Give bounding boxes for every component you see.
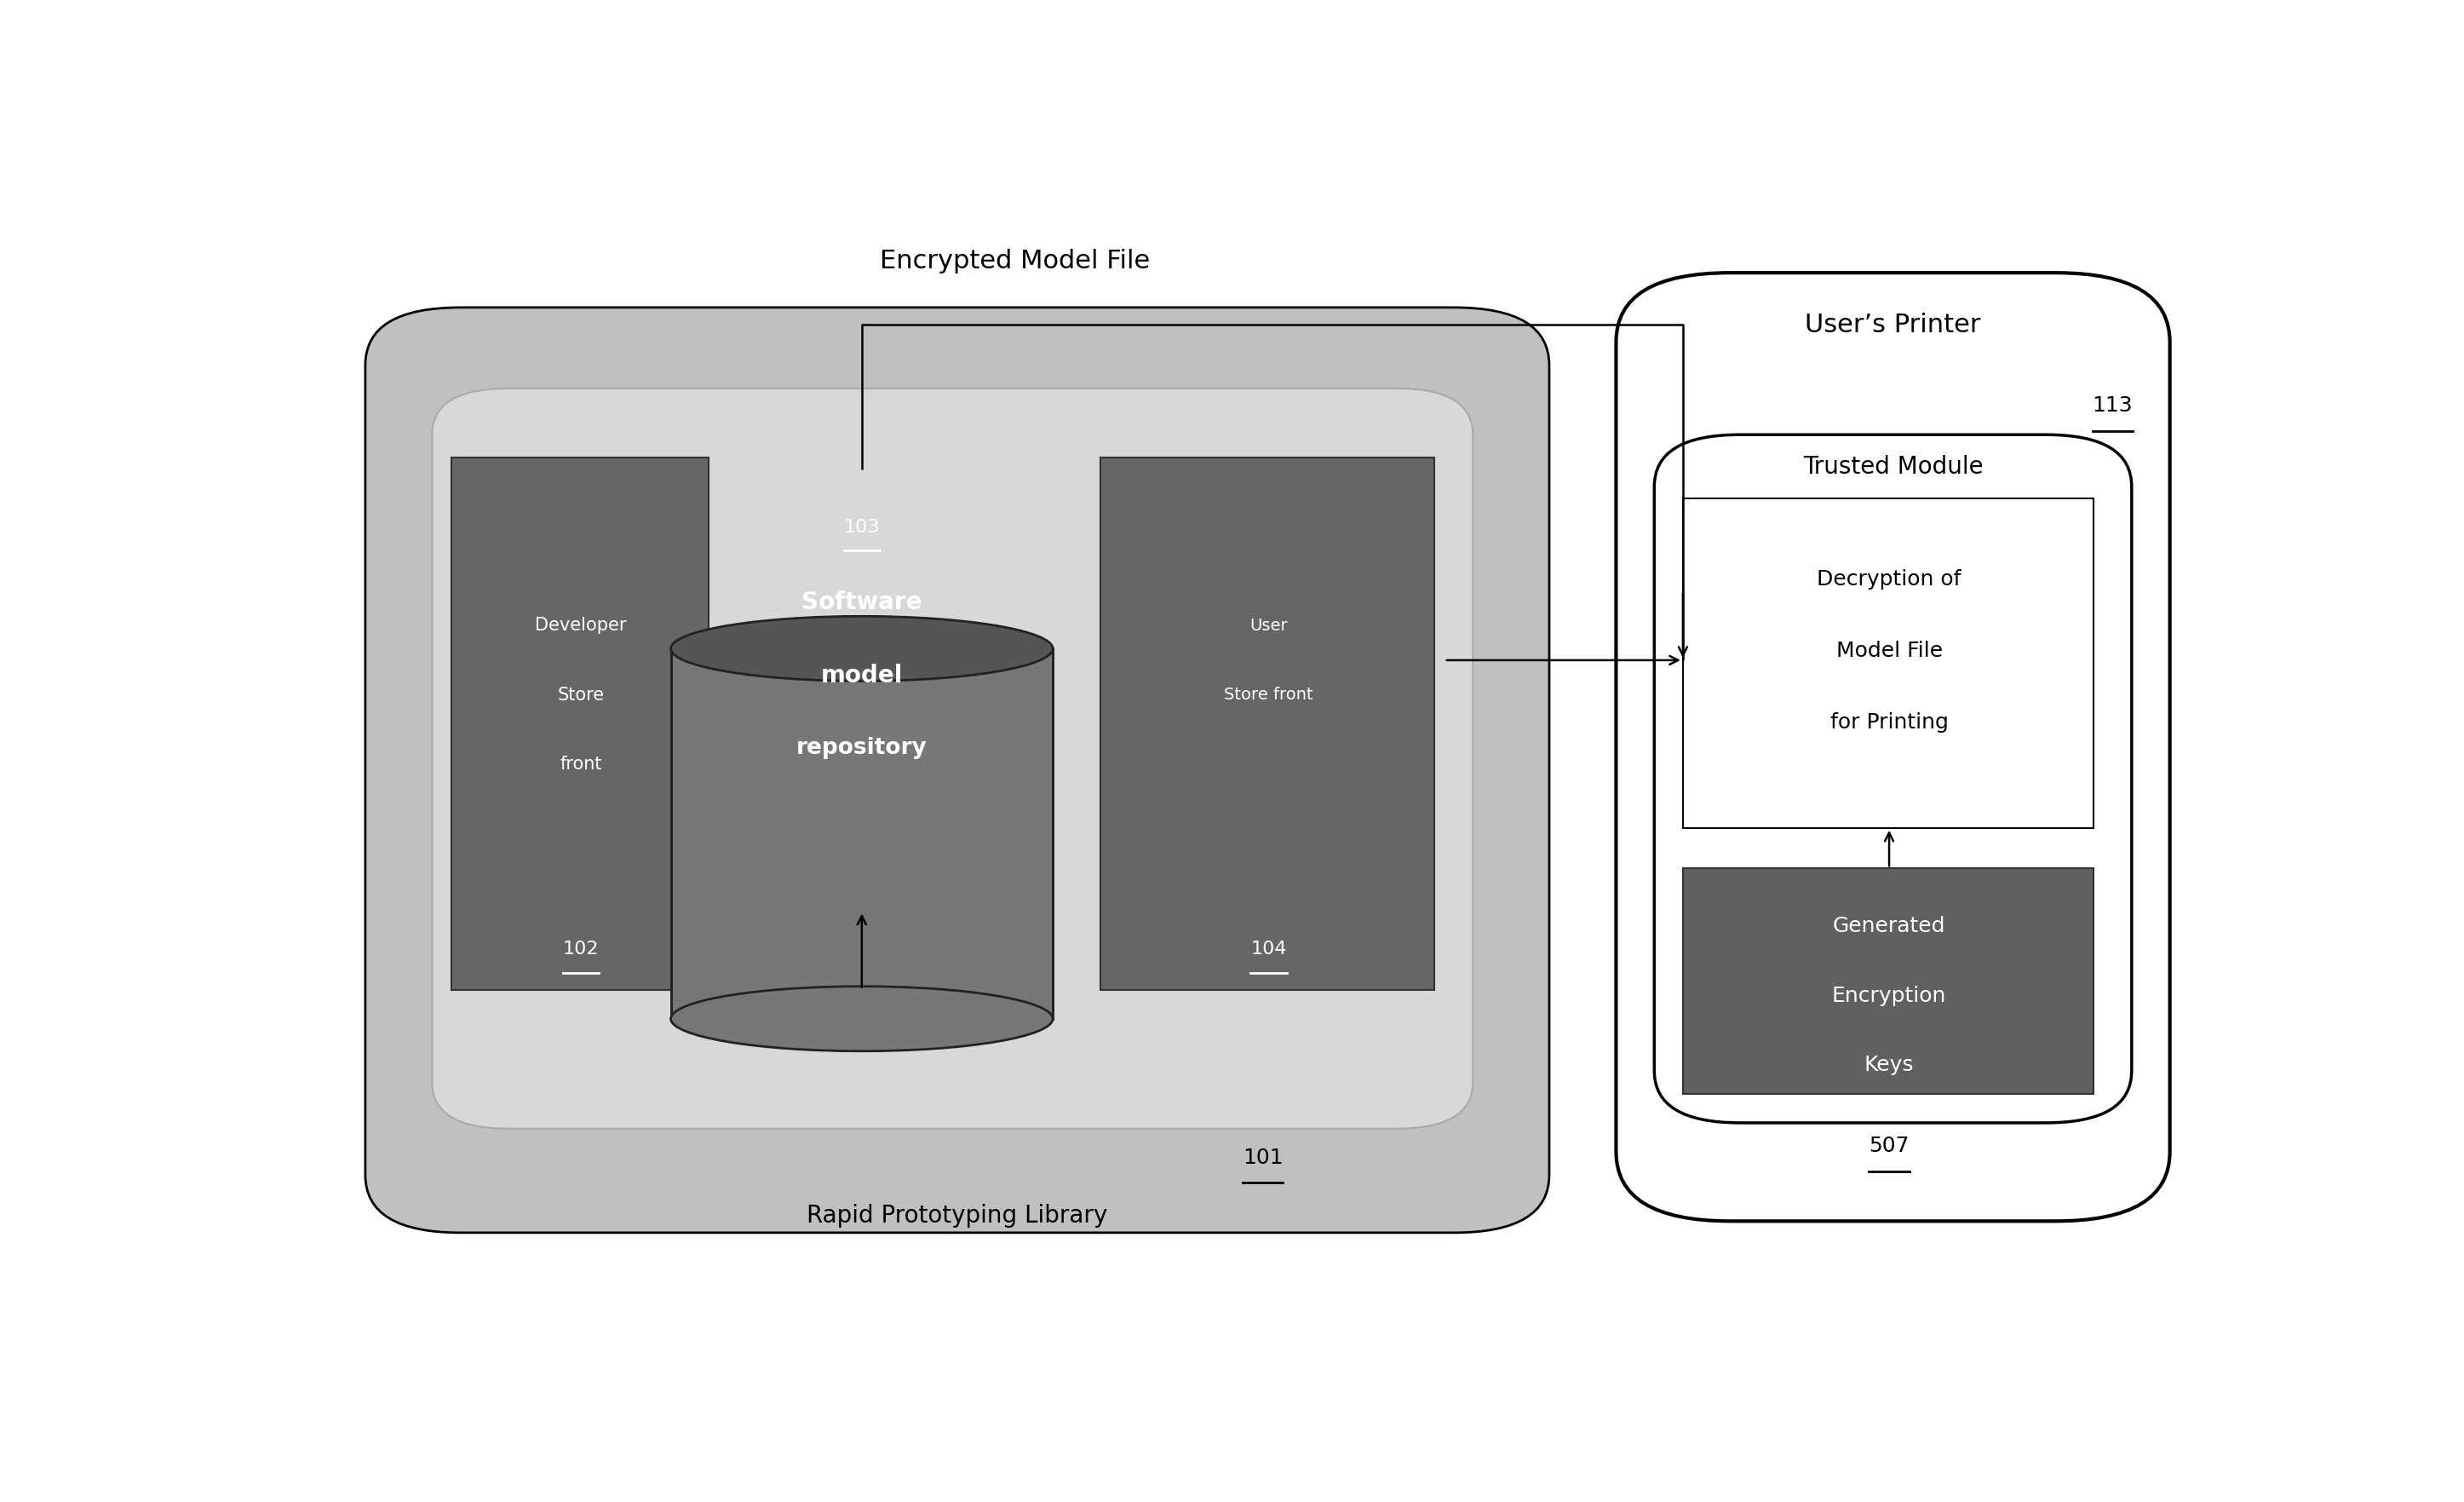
- Text: Software: Software: [801, 590, 922, 614]
- Text: Trusted Module: Trusted Module: [1804, 455, 1984, 479]
- Text: Encrypted Model File: Encrypted Model File: [880, 249, 1151, 273]
- Text: 507: 507: [1868, 1136, 1910, 1157]
- Text: 104: 104: [1249, 940, 1286, 958]
- Bar: [451, 458, 710, 990]
- Text: Rapid Prototyping Library: Rapid Prototyping Library: [806, 1203, 1109, 1227]
- Bar: [1101, 458, 1434, 990]
- Text: User’s Printer: User’s Printer: [1806, 312, 1981, 336]
- Text: Encryption: Encryption: [1831, 985, 1947, 1006]
- Text: Decryption of: Decryption of: [1816, 569, 1961, 589]
- Text: for Printing: for Printing: [1831, 712, 1949, 733]
- Text: 103: 103: [843, 518, 880, 536]
- Bar: [1683, 499, 2094, 828]
- Text: Store front: Store front: [1225, 686, 1313, 703]
- Text: Model File: Model File: [1836, 641, 1942, 661]
- Bar: [670, 649, 1052, 1018]
- Text: 102: 102: [562, 940, 599, 958]
- FancyBboxPatch shape: [1616, 273, 2171, 1221]
- Text: Developer: Developer: [535, 617, 626, 634]
- Text: Keys: Keys: [1865, 1054, 1915, 1075]
- Text: Generated: Generated: [1833, 916, 1947, 936]
- Text: User: User: [1249, 617, 1289, 634]
- Text: repository: repository: [796, 737, 926, 759]
- Text: 113: 113: [2092, 395, 2134, 416]
- Text: Store: Store: [557, 686, 604, 703]
- FancyBboxPatch shape: [365, 308, 1550, 1233]
- Bar: [1683, 868, 2094, 1093]
- Ellipse shape: [670, 616, 1052, 680]
- Text: front: front: [559, 756, 601, 774]
- Ellipse shape: [670, 987, 1052, 1051]
- FancyBboxPatch shape: [1653, 434, 2131, 1123]
- Text: model: model: [821, 664, 902, 688]
- FancyBboxPatch shape: [431, 389, 1473, 1128]
- Text: 101: 101: [1242, 1148, 1284, 1167]
